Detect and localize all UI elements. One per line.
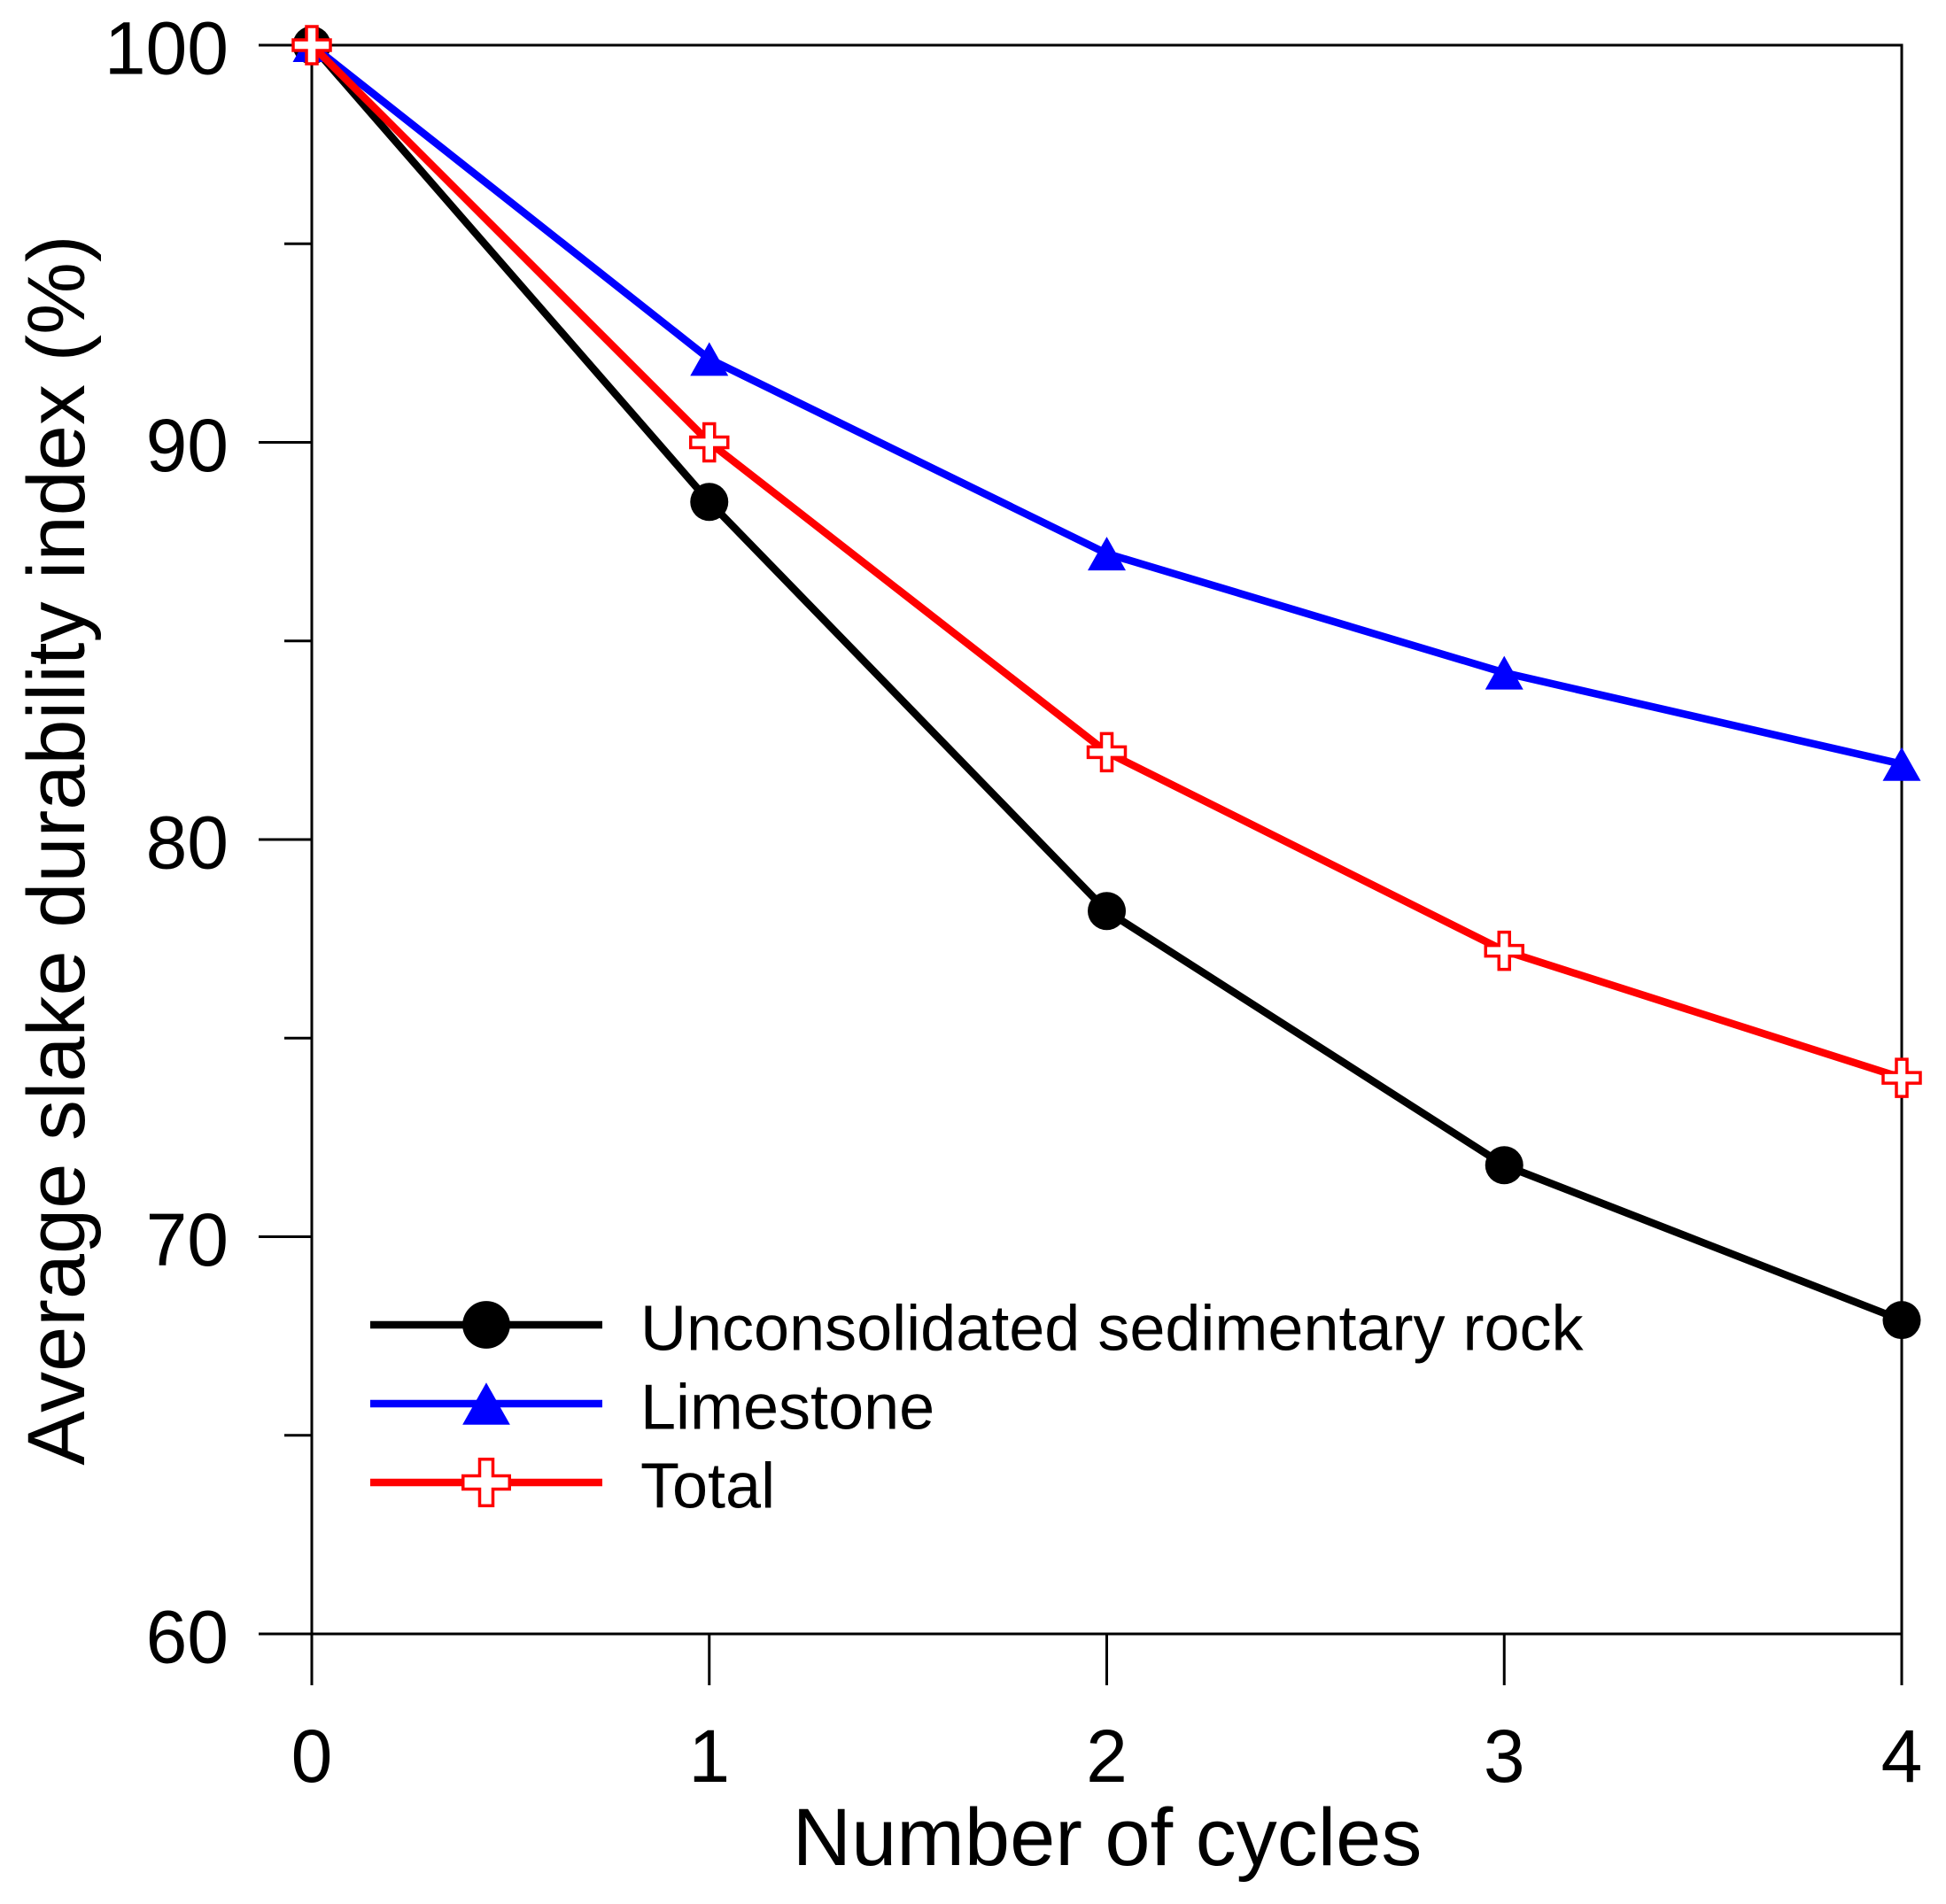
data-point-unconsolidated-sedimentary-rock-x2 [1088,892,1126,931]
series-total [291,25,1922,1098]
legend-label-limestone: Limestone [640,1372,934,1443]
y-tick-label-60: 60 [146,1595,229,1678]
data-point-limestone-x2 [1088,537,1126,571]
x-axis-title: Number of cycles [793,1792,1423,1883]
x-axis-ticks: 0 1 2 3 4 [291,1634,1923,1798]
legend: Unconsolidated sedimentary rock Limestone… [370,1293,1585,1521]
legend-label-total: Total [640,1451,775,1521]
legend-row-total: Total [370,1451,775,1521]
data-point-unconsolidated-sedimentary-rock-x1 [690,483,729,522]
x-tick-label-4: 4 [1881,1714,1923,1798]
x-tick-label-3: 3 [1484,1714,1525,1798]
data-point-unconsolidated-sedimentary-rock-x3 [1485,1146,1523,1185]
y-tick-label-80: 80 [146,801,229,884]
data-point-total-x3 [1484,930,1524,971]
y-tick-label-70: 70 [146,1198,229,1281]
y-axis-title: Average slake durability index (%) [12,235,102,1465]
legend-label-unconsolidated-sedimentary-rock: Unconsolidated sedimentary rock [640,1293,1585,1364]
plot-layer: 100 90 80 70 60 0 1 2 3 4 Unconsolidated sedimenta… [105,6,1923,1798]
legend-marker-unconsolidated-sedimentary-rock [462,1301,510,1349]
series-limestone [292,28,1921,781]
y-tick-label-90: 90 [146,404,229,487]
data-point-limestone-x3 [1485,655,1523,690]
legend-row-unconsolidated-sedimentary-rock: Unconsolidated sedimentary rock [370,1293,1585,1364]
data-point-unconsolidated-sedimentary-rock-x4 [1882,1301,1921,1340]
x-tick-label-1: 1 [688,1714,730,1798]
series-line-limestone [309,42,1903,768]
legend-marker-total [461,1458,511,1507]
x-tick-label-2: 2 [1086,1714,1128,1798]
data-point-total-x2 [1086,731,1128,773]
y-tick-label-100: 100 [105,6,229,89]
data-point-total-x4 [1881,1057,1922,1098]
legend-marker-limestone [462,1382,510,1425]
x-tick-label-0: 0 [291,1714,333,1798]
data-point-limestone-x1 [690,342,729,376]
data-point-limestone-x4 [1882,747,1921,781]
y-axis-ticks: 100 90 80 70 60 [105,6,312,1678]
data-point-total-x1 [689,422,730,463]
legend-row-limestone: Limestone [370,1372,934,1443]
data-point-total-x0 [291,25,332,66]
